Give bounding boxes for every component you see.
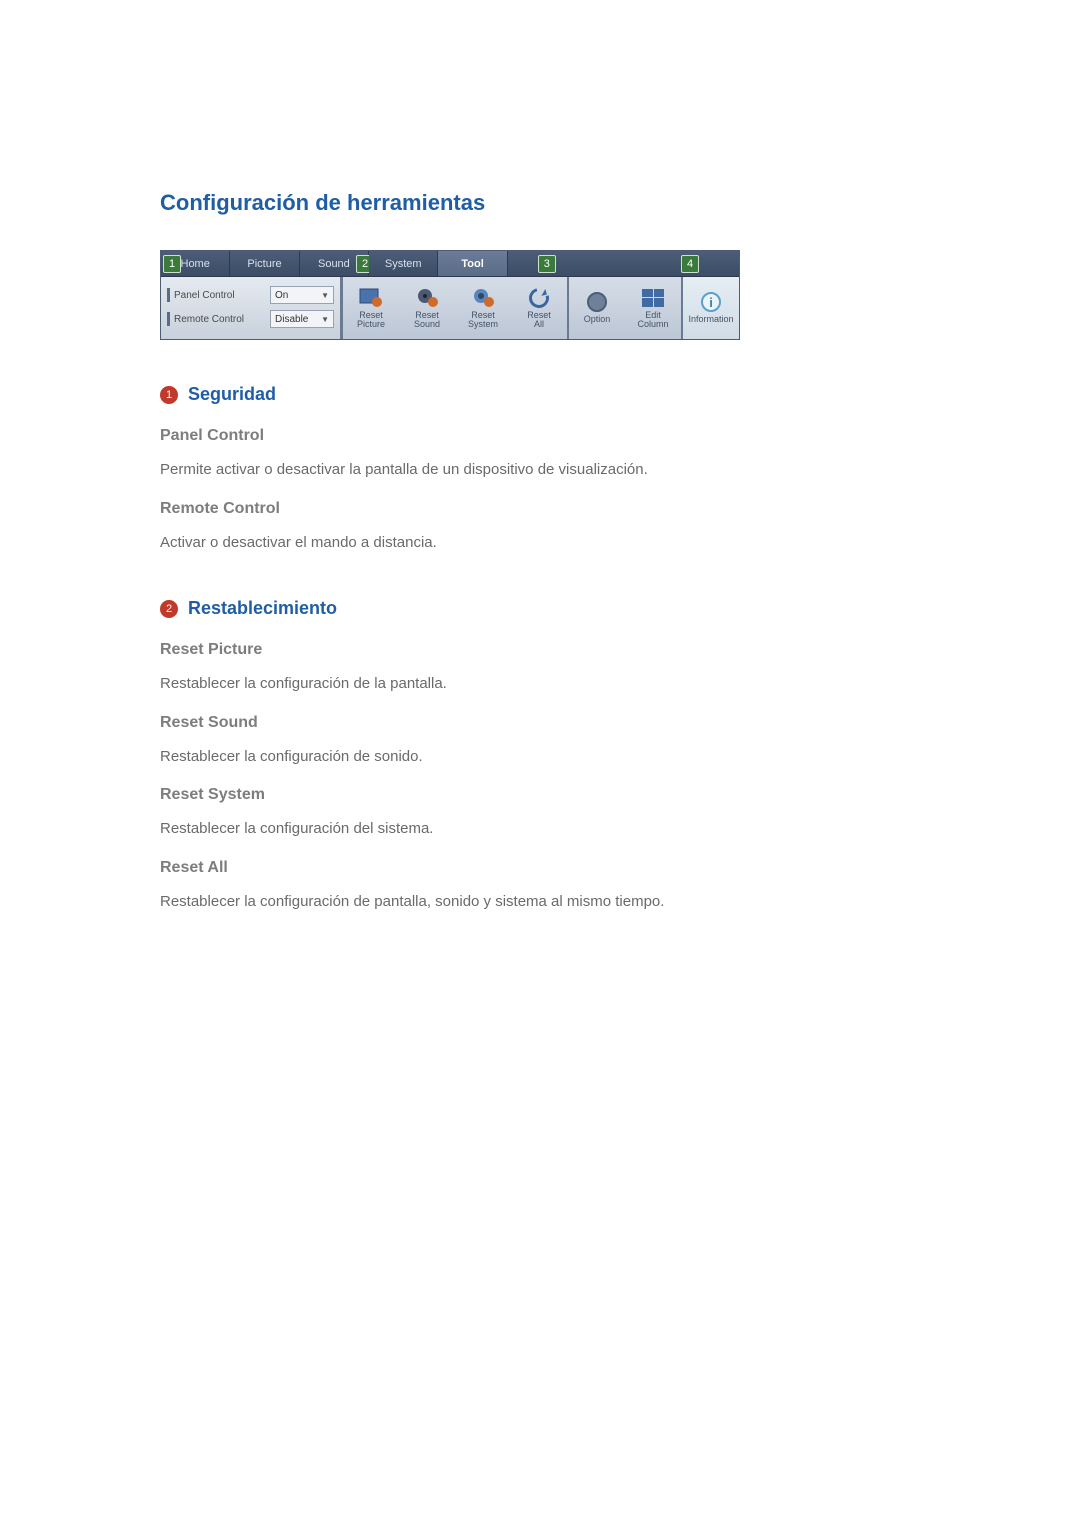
reset-system-heading: Reset System — [160, 786, 920, 804]
reset-sound-label: ResetSound — [414, 311, 440, 330]
reset-system-button[interactable]: ResetSystem — [455, 277, 511, 339]
tab-bar: Home 1 Picture Sound 2 System Tool 3 4 — [161, 251, 739, 277]
divider-bar — [167, 312, 170, 326]
remote-control-row: Remote Control Disable ▼ — [167, 307, 334, 331]
panel-control-row: Panel Control On ▼ — [167, 283, 334, 307]
security-controls: Panel Control On ▼ Remote Control Disabl… — [161, 277, 341, 339]
remote-control-label: Remote Control — [174, 314, 270, 325]
callout-3: 3 — [538, 255, 556, 273]
option-button[interactable]: Option — [569, 277, 625, 339]
tab-system-label: System — [385, 258, 422, 270]
tab-spacer: 3 4 — [508, 251, 739, 276]
information-label: Information — [688, 315, 733, 324]
reset-system-text: Restablecer la configuración del sistema… — [160, 818, 920, 841]
reset-system-icon — [470, 287, 496, 309]
option-label: Option — [584, 315, 611, 324]
panel-control-text: Permite activar o desactivar la pantalla… — [160, 459, 920, 482]
callout-4: 4 — [681, 255, 699, 273]
section-seguridad-title: Seguridad — [188, 384, 276, 405]
tab-home[interactable]: Home 1 — [161, 251, 230, 276]
reset-sound-heading: Reset Sound — [160, 714, 920, 732]
tab-tool-label: Tool — [461, 258, 483, 270]
reset-picture-icon — [358, 287, 384, 309]
tab-sound-label: Sound — [318, 258, 350, 270]
page-title: Configuración de herramientas — [160, 190, 920, 216]
information-icon: i — [698, 291, 724, 313]
section-restablecimiento-title: Restablecimiento — [188, 598, 337, 619]
panel-control-label: Panel Control — [174, 290, 270, 301]
section-restablecimiento-head: 2 Restablecimiento — [160, 598, 920, 619]
chevron-down-icon: ▼ — [321, 315, 329, 324]
reset-all-text: Restablecer la configuración de pantalla… — [160, 891, 920, 914]
tab-picture-label: Picture — [247, 258, 281, 270]
callout-1: 1 — [163, 255, 181, 273]
reset-all-button[interactable]: ResetAll — [511, 277, 567, 339]
section-number-badge: 1 — [160, 386, 178, 404]
tab-system[interactable]: System — [369, 251, 438, 276]
reset-system-label: ResetSystem — [468, 311, 498, 330]
reset-picture-button[interactable]: ResetPicture — [343, 277, 399, 339]
option-icon — [584, 291, 610, 313]
remote-control-text: Activar o desactivar el mando a distanci… — [160, 532, 920, 555]
reset-all-label: ResetAll — [527, 311, 551, 330]
chevron-down-icon: ▼ — [321, 291, 329, 300]
remote-control-value: Disable — [275, 314, 308, 325]
panel-control-value: On — [275, 290, 288, 301]
panel-control-heading: Panel Control — [160, 427, 920, 445]
reset-picture-text: Restablecer la configuración de la panta… — [160, 673, 920, 696]
edit-column-icon — [640, 287, 666, 309]
reset-buttons-group: ResetPicture ResetSound ResetSystem Rese… — [341, 277, 739, 339]
reset-sound-text: Restablecer la configuración de sonido. — [160, 746, 920, 769]
edit-column-button[interactable]: EditColumn — [625, 277, 681, 339]
reset-all-heading: Reset All — [160, 859, 920, 877]
reset-sound-button[interactable]: ResetSound — [399, 277, 455, 339]
tab-home-label: Home — [181, 258, 210, 270]
remote-control-heading: Remote Control — [160, 500, 920, 518]
reset-picture-label: ResetPicture — [357, 311, 385, 330]
edit-column-label: EditColumn — [637, 311, 668, 330]
reset-all-icon — [526, 287, 552, 309]
reset-sound-icon — [414, 287, 440, 309]
tool-toolbar-screenshot: Home 1 Picture Sound 2 System Tool 3 4 P… — [160, 250, 740, 340]
reset-picture-heading: Reset Picture — [160, 641, 920, 659]
remote-control-select[interactable]: Disable ▼ — [270, 310, 334, 328]
panel-control-select[interactable]: On ▼ — [270, 286, 334, 304]
section-number-badge: 2 — [160, 600, 178, 618]
tab-tool[interactable]: Tool — [438, 251, 507, 276]
toolbar-body: Panel Control On ▼ Remote Control Disabl… — [161, 277, 739, 339]
information-button[interactable]: i Information — [683, 277, 739, 339]
tab-sound[interactable]: Sound 2 — [300, 251, 369, 276]
tab-picture[interactable]: Picture — [230, 251, 299, 276]
divider-bar — [167, 288, 170, 302]
section-seguridad-head: 1 Seguridad — [160, 384, 920, 405]
